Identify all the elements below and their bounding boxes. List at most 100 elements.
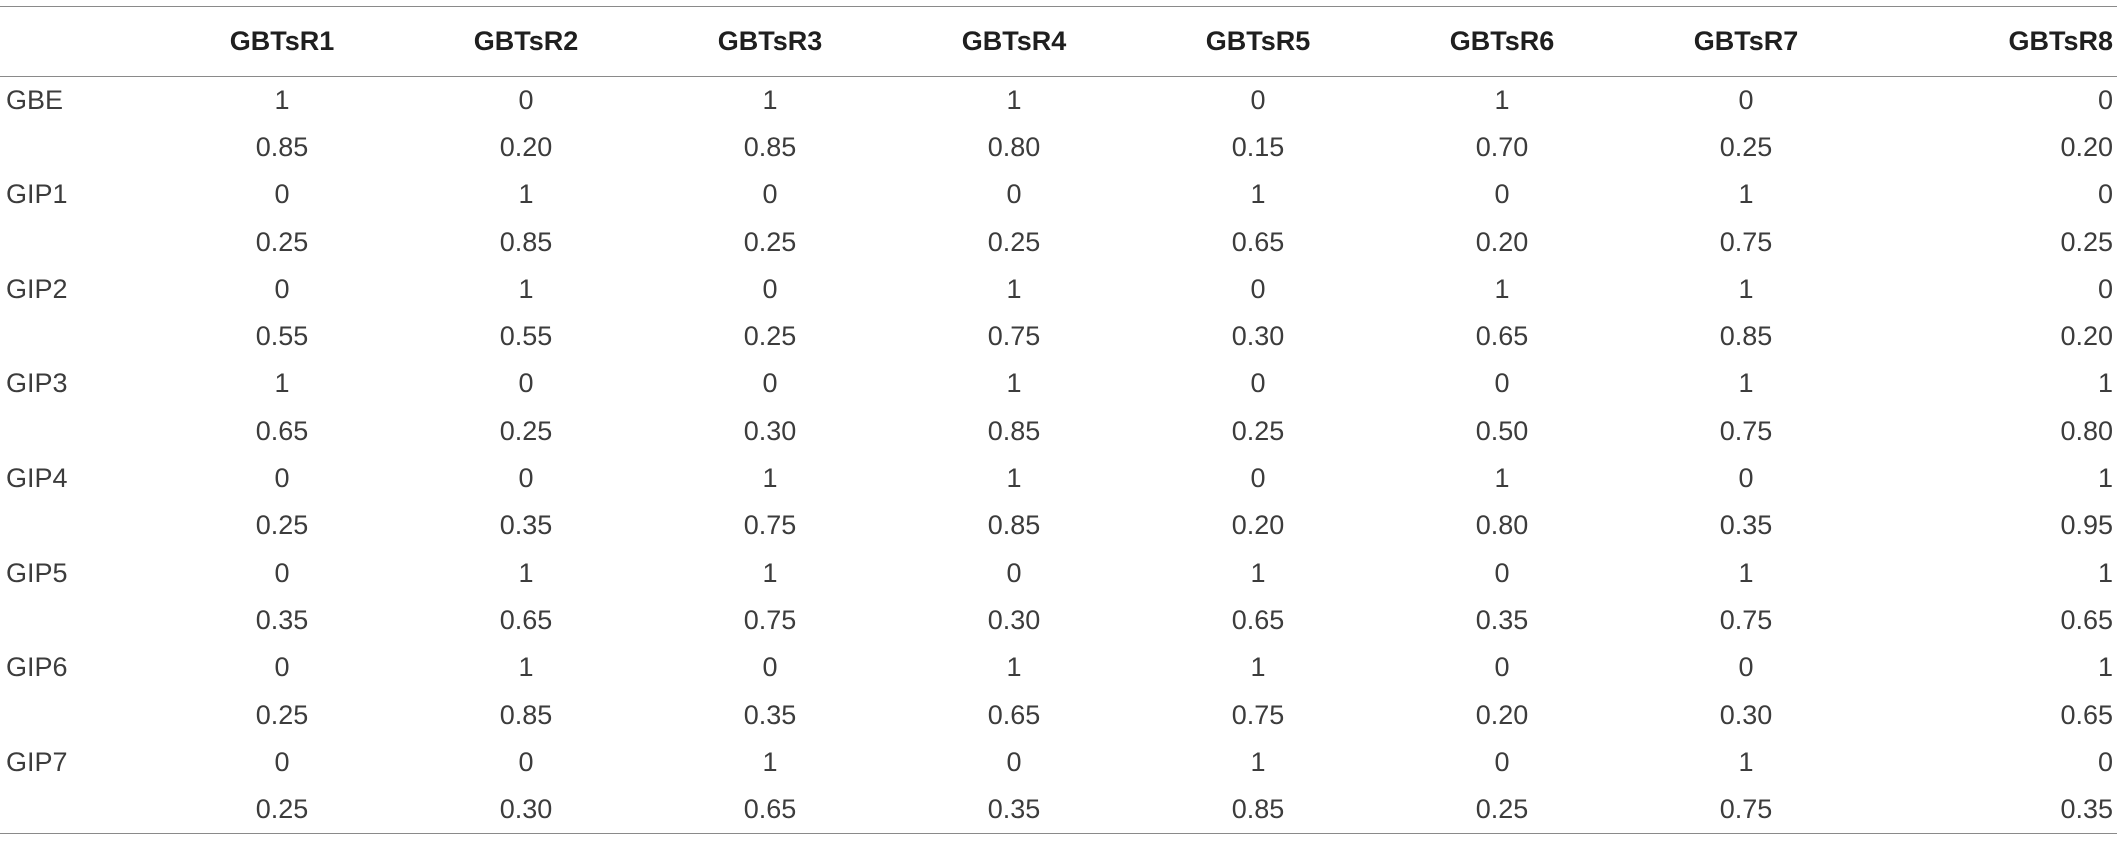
binary-cell: 0 bbox=[1006, 179, 1022, 210]
table-row: 0.35 0.65 0.75 0.30 0.65 0.35 0.75 0.65 bbox=[0, 597, 2117, 644]
binary-cell: 1 bbox=[1006, 273, 1022, 304]
binary-cell: 1 bbox=[1006, 652, 1022, 683]
score-cell: 0.85 bbox=[987, 510, 1041, 541]
score-cell: 0.15 bbox=[1231, 131, 1285, 162]
column-header: GBTsR7 bbox=[1624, 6, 1868, 77]
binary-cell: 0 bbox=[1250, 273, 1266, 304]
binary-cell: 0 bbox=[762, 179, 778, 210]
score-cell: 0.25 bbox=[743, 321, 797, 352]
binary-cell: 1 bbox=[762, 557, 778, 588]
score-cell: 0.85 bbox=[743, 131, 797, 162]
score-cell: 0.65 bbox=[1231, 604, 1285, 635]
score-cell: 0.35 bbox=[499, 510, 553, 541]
score-cell: 0.35 bbox=[892, 785, 1136, 834]
score-cell: 0.25 bbox=[255, 699, 309, 730]
score-cell: 0.75 bbox=[1624, 785, 1868, 834]
binary-cell: 1 bbox=[1738, 557, 1754, 588]
score-cell: 0.25 bbox=[987, 226, 1041, 257]
binary-cell: 1 bbox=[1250, 746, 1266, 777]
binary-cell: 1 bbox=[518, 179, 534, 210]
row-label: GIP5 bbox=[6, 557, 68, 588]
score-cell: 0.20 bbox=[2060, 131, 2113, 162]
binary-cell: 1 bbox=[274, 84, 290, 115]
binary-cell: 0 bbox=[274, 652, 290, 683]
binary-cell: 0 bbox=[1250, 368, 1266, 399]
table-row: 0.25 0.30 0.65 0.35 0.85 0.25 0.75 0.35 bbox=[0, 785, 2117, 834]
score-cell: 0.85 bbox=[499, 699, 553, 730]
binary-cell: 0 bbox=[518, 463, 534, 494]
binary-cell: 0 bbox=[274, 557, 290, 588]
score-cell: 0.75 bbox=[1231, 699, 1285, 730]
binary-cell: 1 bbox=[1738, 368, 1754, 399]
table-row: 0.85 0.20 0.85 0.80 0.15 0.70 0.25 0.20 bbox=[0, 124, 2117, 171]
score-cell: 0.75 bbox=[1719, 226, 1773, 257]
score-cell: 0.30 bbox=[743, 415, 797, 446]
table-row: 0.25 0.85 0.35 0.65 0.75 0.20 0.30 0.65 bbox=[0, 691, 2117, 738]
binary-cell: 1 bbox=[518, 652, 534, 683]
binary-cell: 1 bbox=[1006, 368, 1022, 399]
score-cell: 0.35 bbox=[1475, 604, 1529, 635]
score-cell: 0.65 bbox=[255, 415, 309, 446]
binary-cell: 1 bbox=[762, 746, 778, 777]
binary-cell: 1 bbox=[2097, 368, 2113, 399]
binary-cell: 1 bbox=[1006, 84, 1022, 115]
score-cell: 0.25 bbox=[160, 785, 404, 834]
score-cell: 0.30 bbox=[404, 785, 648, 834]
score-cell: 0.25 bbox=[255, 510, 309, 541]
binary-cell: 0 bbox=[1006, 557, 1022, 588]
binary-cell: 0 bbox=[762, 652, 778, 683]
binary-cell: 1 bbox=[518, 557, 534, 588]
score-cell: 0.65 bbox=[648, 785, 892, 834]
score-cell: 0.25 bbox=[2060, 226, 2113, 257]
score-cell: 0.85 bbox=[1136, 785, 1380, 834]
table-row: GIP1 0 1 0 0 1 0 1 0 bbox=[0, 171, 2117, 218]
score-cell: 0.25 bbox=[499, 415, 553, 446]
score-cell: 0.20 bbox=[1475, 699, 1529, 730]
binary-cell: 0 bbox=[1738, 652, 1754, 683]
score-cell: 0.95 bbox=[2060, 510, 2113, 541]
table-row: 0.25 0.85 0.25 0.25 0.65 0.20 0.75 0.25 bbox=[0, 218, 2117, 265]
score-cell: 0.75 bbox=[1719, 415, 1773, 446]
binary-cell: 0 bbox=[518, 368, 534, 399]
table-row: 0.65 0.25 0.30 0.85 0.25 0.50 0.75 0.80 bbox=[0, 408, 2117, 455]
binary-cell: 0 bbox=[1738, 84, 1754, 115]
binary-cell: 0 bbox=[518, 84, 534, 115]
binary-cell: 1 bbox=[518, 273, 534, 304]
binary-cell: 0 bbox=[274, 746, 290, 777]
row-label: GIP4 bbox=[6, 463, 68, 494]
score-cell: 0.65 bbox=[987, 699, 1041, 730]
binary-cell: 1 bbox=[1494, 273, 1510, 304]
binary-cell: 0 bbox=[274, 273, 290, 304]
column-header: GBTsR2 bbox=[404, 6, 648, 77]
table-row: GBE 1 0 1 1 0 1 0 0 bbox=[0, 77, 2117, 124]
score-cell: 0.55 bbox=[255, 321, 309, 352]
binary-cell: 0 bbox=[1006, 746, 1022, 777]
score-cell: 0.30 bbox=[1231, 321, 1285, 352]
binary-cell: 1 bbox=[2097, 463, 2113, 494]
row-label-blank bbox=[0, 597, 160, 644]
table-row: GIP6 0 1 0 1 1 0 0 1 bbox=[0, 644, 2117, 691]
binary-cell: 0 bbox=[1494, 746, 1510, 777]
score-cell: 0.70 bbox=[1475, 131, 1529, 162]
score-cell: 0.20 bbox=[499, 131, 553, 162]
score-cell: 0.85 bbox=[987, 415, 1041, 446]
binary-cell: 0 bbox=[1250, 84, 1266, 115]
score-cell: 0.20 bbox=[2060, 321, 2113, 352]
header-row: GBTsR1 GBTsR2 GBTsR3 GBTsR4 GBTsR5 GBTsR… bbox=[0, 6, 2117, 77]
row-label-blank bbox=[0, 785, 160, 834]
table-row: GIP5 0 1 1 0 1 0 1 1 bbox=[0, 549, 2117, 596]
score-cell: 0.65 bbox=[1475, 321, 1529, 352]
score-cell: 0.75 bbox=[743, 604, 797, 635]
row-label: GIP1 bbox=[6, 179, 68, 210]
row-label: GIP7 bbox=[6, 746, 68, 777]
binary-cell: 0 bbox=[1494, 179, 1510, 210]
row-label: GIP2 bbox=[6, 273, 68, 304]
score-cell: 0.75 bbox=[1719, 604, 1773, 635]
score-cell: 0.80 bbox=[2060, 415, 2113, 446]
binary-cell: 1 bbox=[1250, 557, 1266, 588]
column-header: GBTsR6 bbox=[1380, 6, 1624, 77]
binary-cell: 0 bbox=[1494, 557, 1510, 588]
score-cell: 0.30 bbox=[1719, 699, 1773, 730]
binary-cell: 0 bbox=[2097, 84, 2113, 115]
table-row: GIP2 0 1 0 1 0 1 1 0 bbox=[0, 266, 2117, 313]
